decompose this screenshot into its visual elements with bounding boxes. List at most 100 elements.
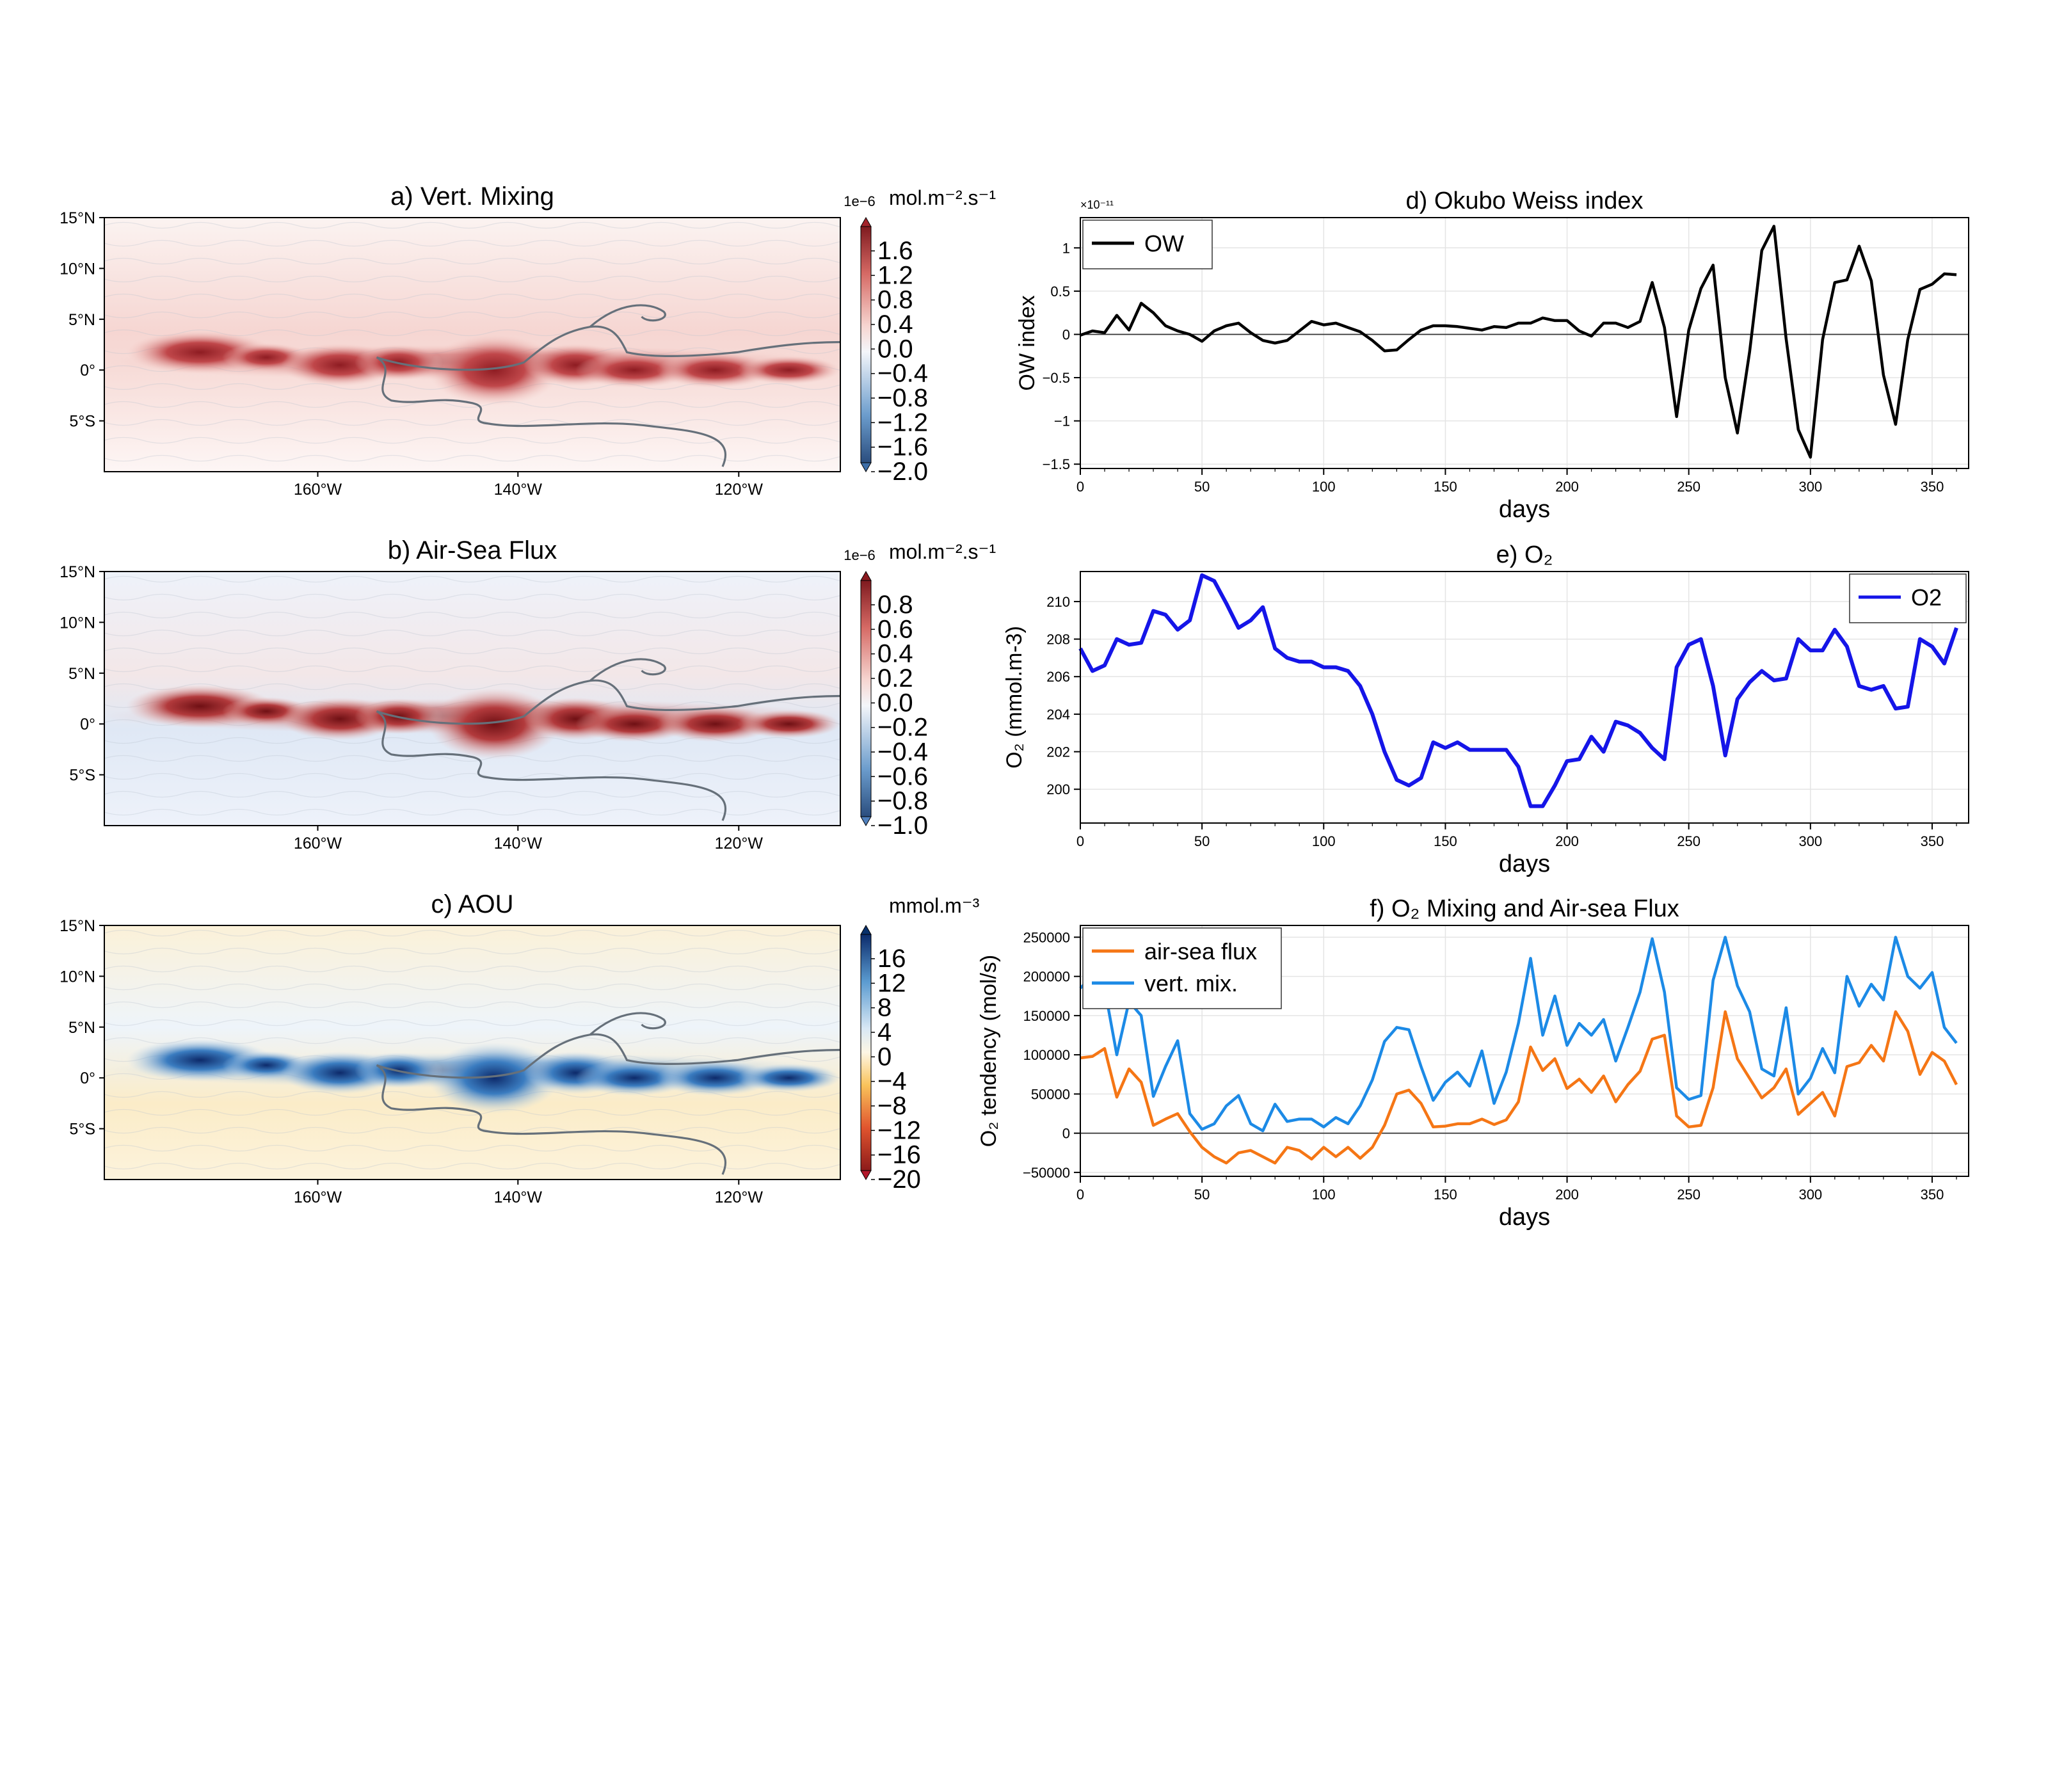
line-panel-f: 0 50 100 150 200 250 300 350 −50000 0 50000 100000 1… (977, 895, 1969, 1231)
field-contour-line (104, 983, 840, 991)
field-contour-line (104, 257, 840, 265)
colorbar-tick-label: −0.4 (877, 738, 928, 766)
field-contour-line (104, 790, 840, 798)
y-tick-label: 0 (1062, 1126, 1070, 1142)
field-contour-line (104, 311, 840, 319)
colorbar-tick-label: −4 (877, 1068, 907, 1096)
lat-tick-label: 10°N (60, 260, 95, 278)
lon-tick-label: 120°W (715, 1188, 764, 1206)
colorbar-extend-max (860, 216, 872, 227)
colorbar-tick-label: 0.2 (877, 664, 913, 692)
anomaly-blob (575, 1060, 693, 1096)
legend-box (1082, 927, 1282, 1009)
anomaly-blob (737, 709, 840, 739)
field-contour-line (104, 611, 840, 619)
colorbar-tick-label: 8 (877, 994, 892, 1022)
series-line-vert-mix- (1079, 936, 1958, 1133)
lon-tick-label: 120°W (715, 835, 764, 852)
anomaly-blob (737, 1063, 840, 1092)
colorbar-tick-label: −0.8 (877, 384, 928, 412)
y-tick-label: 150000 (1023, 1008, 1070, 1024)
field-contour-line (104, 1144, 840, 1152)
colorbar-tick-label: −1.2 (877, 408, 928, 436)
colorbar-tick-label: −2.0 (877, 458, 928, 486)
colorbar-tick-label: −0.6 (877, 762, 928, 790)
front-contour (376, 658, 840, 821)
lat-tick-label: 10°N (60, 614, 95, 632)
front-contour (376, 304, 840, 467)
lat-tick-label: 0° (80, 1069, 95, 1087)
plot-frame (1080, 925, 1969, 1177)
field-contour-line (104, 629, 840, 637)
panel-title: f) O₂ Mixing and Air-sea Flux (1370, 895, 1679, 922)
anomaly-blob (575, 706, 693, 742)
colorbar (860, 580, 872, 817)
legend: air-sea flux vert. mix. (1082, 927, 1282, 1009)
x-tick-label: 150 (1434, 1187, 1457, 1203)
anomaly-blob (428, 688, 561, 760)
colorbar-extend-min (860, 462, 872, 473)
colorbar-tick-label: 0.0 (877, 689, 913, 717)
field-contour-line (104, 593, 840, 601)
colorbar-tick-label: 0.4 (877, 640, 913, 668)
map-panel-a: a) Vert. Mixing 15°N 10°N 5°N 0° 5°S 160°W 140°… (60, 182, 996, 499)
lon-tick-label: 140°W (494, 835, 543, 852)
x-tick-label: 300 (1798, 833, 1822, 849)
colorbar-tick-label: 0.8 (877, 591, 913, 619)
field-contour-line (104, 221, 840, 229)
y-axis-label: O₂ (mmol.m-3) (1002, 626, 1027, 769)
colorbar-units: mmol.m⁻³ (889, 894, 980, 917)
front-contour (376, 1012, 840, 1175)
field-contour-line (104, 1019, 840, 1027)
x-tick-label: 0 (1076, 479, 1084, 495)
colorbar-tick-label: 0.8 (877, 286, 913, 314)
y-tick-label: 200000 (1023, 969, 1070, 985)
colorbar-tick-label: 16 (877, 945, 906, 973)
field-contour-line (104, 772, 840, 780)
colorbar-extend-max (860, 924, 872, 935)
y-tick-label: 100000 (1023, 1047, 1070, 1063)
colorbar-tick-label: −0.8 (877, 787, 928, 815)
plot-frame (1080, 217, 1969, 469)
x-tick-label: 50 (1194, 833, 1210, 849)
lat-tick-label: 15°N (60, 917, 95, 935)
panel-title: e) O₂ (1496, 541, 1553, 568)
y-tick-label: 206 (1046, 669, 1070, 685)
anomaly-blob (656, 352, 774, 388)
field-contour-line (104, 419, 840, 426)
colorbar (860, 934, 872, 1171)
y-tick-label: 204 (1046, 707, 1070, 723)
field-contour-line (104, 665, 840, 673)
lon-tick-label: 140°W (494, 1188, 543, 1206)
y-tick-label: 250000 (1023, 929, 1070, 945)
legend: O2 (1849, 573, 1967, 623)
anomaly-blob (656, 706, 774, 742)
map-frame (104, 217, 841, 472)
x-tick-label: 350 (1921, 479, 1944, 495)
x-tick-label: 0 (1076, 833, 1084, 849)
plot-frame (1080, 571, 1969, 824)
anomaly-blob (428, 1042, 561, 1114)
series-line-ow (1080, 225, 1957, 459)
colorbar-tick-label: 1.6 (877, 237, 913, 265)
lat-tick-label: 0° (80, 716, 95, 733)
line-panel-e: 0 50 100 150 200 250 300 350 200 202 204 206 208 210 e… (1002, 541, 1969, 877)
lon-tick-label: 160°W (294, 1188, 342, 1206)
colorbar-tick-label: −0.4 (877, 360, 928, 388)
map-field (104, 575, 840, 821)
colorbar-tick-label: −16 (877, 1141, 921, 1169)
legend: OW (1082, 220, 1213, 269)
colorbar-tick-label: 0.4 (877, 310, 913, 339)
field-contour-line (104, 275, 840, 283)
lon-tick-label: 160°W (294, 481, 342, 499)
lon-tick-label: 160°W (294, 835, 342, 852)
field-contour-line (104, 947, 840, 955)
panel-title: c) AOU (431, 890, 514, 918)
x-tick-label: 100 (1312, 1187, 1336, 1203)
x-axis-label: days (1499, 851, 1550, 877)
field-contour-line (104, 647, 840, 655)
colorbar-scale-label: 1e−6 (844, 547, 876, 563)
x-tick-label: 250 (1677, 479, 1700, 495)
x-tick-label: 50 (1194, 479, 1210, 495)
